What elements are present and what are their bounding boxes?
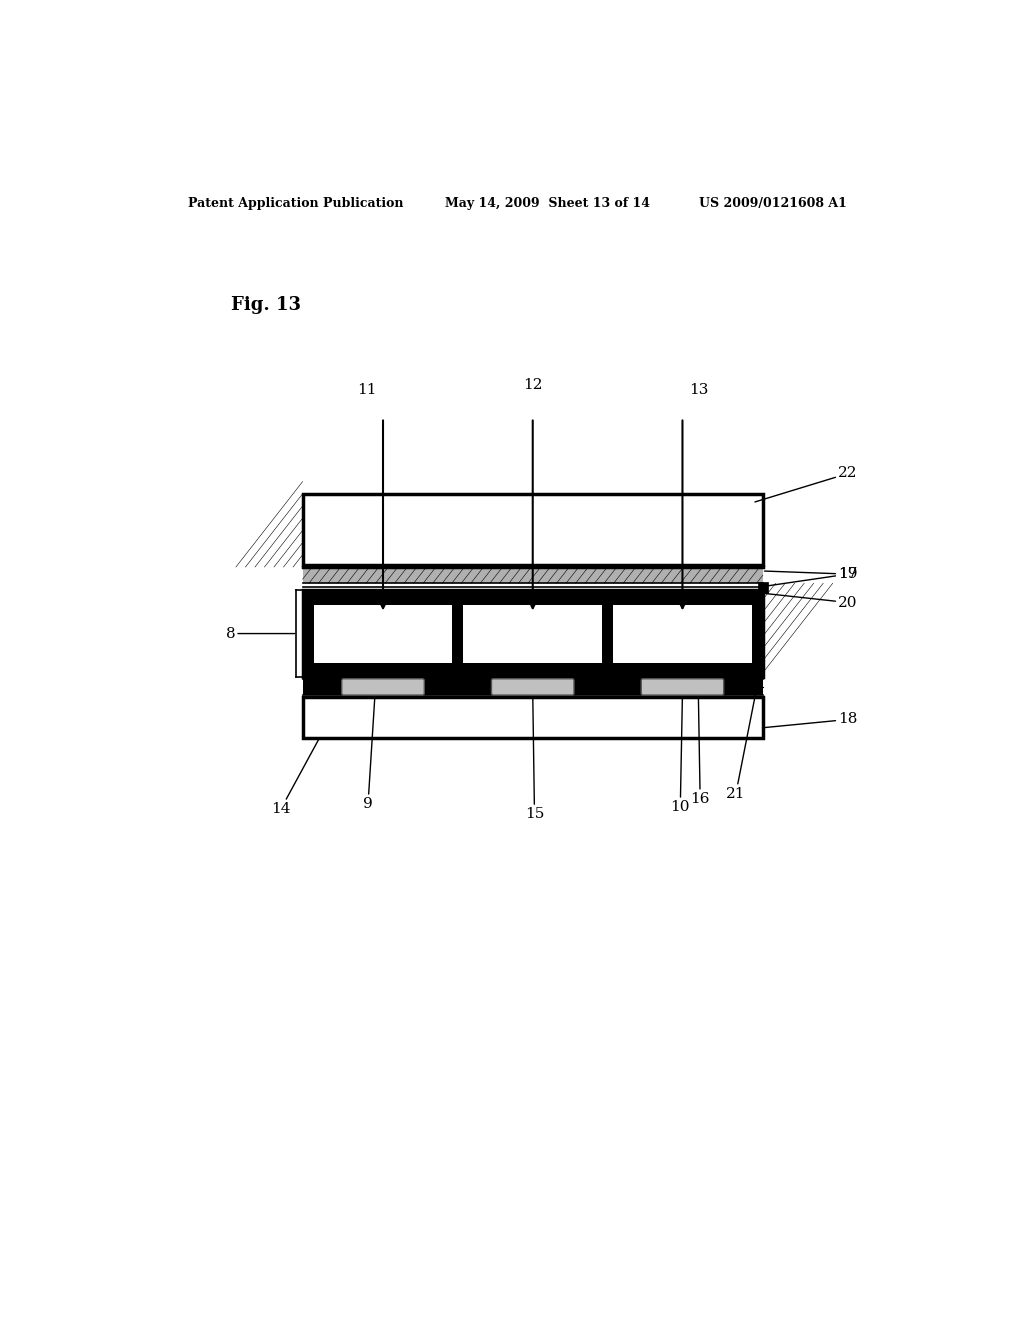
Text: Fig. 13: Fig. 13 [231,296,301,314]
Text: 13: 13 [689,383,708,397]
Text: 19: 19 [765,568,858,586]
Text: May 14, 2009  Sheet 13 of 14: May 14, 2009 Sheet 13 of 14 [445,197,650,210]
FancyBboxPatch shape [492,678,574,696]
Text: 14: 14 [271,739,318,816]
Text: Patent Application Publication: Patent Application Publication [187,197,403,210]
Bar [303,568,763,583]
Text: US 2009/0121608 A1: US 2009/0121608 A1 [699,197,847,210]
FancyBboxPatch shape [342,678,424,696]
Text: 21: 21 [726,677,759,801]
Bar [303,697,763,738]
Text: 18: 18 [765,713,858,727]
Bar [303,494,763,565]
Text: 12: 12 [523,378,543,392]
Text: 22: 22 [755,466,858,502]
FancyBboxPatch shape [641,678,724,696]
Bar [313,605,453,663]
Bar [303,678,763,696]
Text: 10: 10 [671,693,690,814]
Bar [758,582,768,594]
Text: 17: 17 [765,568,858,581]
Bar [613,605,752,663]
Bar [464,605,602,663]
Text: 8: 8 [225,627,295,640]
Text: 15: 15 [524,693,544,821]
Bar [303,590,763,677]
Text: 20: 20 [765,594,858,610]
Text: 11: 11 [357,383,377,397]
Text: 16: 16 [690,693,710,805]
Text: 9: 9 [364,693,375,810]
